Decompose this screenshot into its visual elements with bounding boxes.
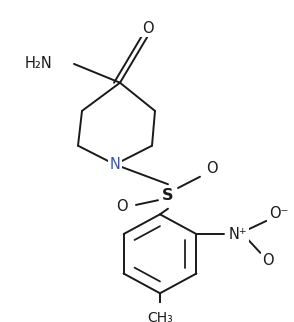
Text: CH₃: CH₃ [147, 311, 173, 322]
Text: O: O [206, 161, 218, 176]
Text: N⁺: N⁺ [229, 227, 248, 242]
Text: O: O [142, 21, 154, 36]
Text: S: S [162, 188, 174, 203]
Text: O: O [263, 253, 274, 268]
Text: N: N [110, 157, 121, 172]
Text: O: O [116, 199, 128, 214]
Text: H₂N: H₂N [24, 56, 52, 71]
Text: O⁻: O⁻ [269, 206, 288, 221]
